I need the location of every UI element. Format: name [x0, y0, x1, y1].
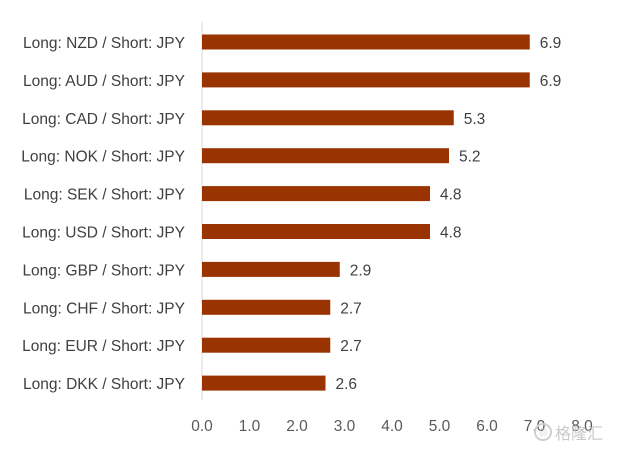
category-label: Long: SEK / Short: JPY	[24, 187, 185, 204]
watermark-logo-icon: ◎	[533, 423, 552, 441]
category-label: Long: CAD / Short: JPY	[22, 111, 185, 128]
data-label: 2.9	[350, 262, 372, 279]
category-label: Long: AUD / Short: JPY	[23, 73, 185, 90]
bar-1	[202, 72, 530, 88]
bar-0	[202, 34, 530, 50]
data-label: 6.9	[540, 73, 562, 90]
category-label: Long: GBP / Short: JPY	[22, 262, 185, 279]
data-label: 2.7	[340, 338, 362, 355]
data-label: 5.2	[459, 149, 481, 166]
x-tick-label: 3.0	[334, 418, 356, 435]
data-label: 4.8	[440, 225, 462, 242]
category-label: Long: NOK / Short: JPY	[21, 149, 185, 166]
bar-3	[202, 148, 449, 164]
data-label: 6.9	[540, 35, 562, 52]
x-tick-label: 8.0	[571, 418, 593, 435]
category-label: Long: DKK / Short: JPY	[23, 376, 185, 393]
x-tick-label: 4.0	[381, 418, 403, 435]
data-label: 2.6	[336, 376, 358, 393]
category-label: Long: EUR / Short: JPY	[22, 338, 185, 355]
bar-8	[202, 337, 331, 353]
watermark: ◎ 格隆汇	[533, 420, 603, 444]
bar-2	[202, 110, 454, 126]
x-tick-label: 2.0	[286, 418, 308, 435]
data-label: 4.8	[440, 187, 462, 204]
bar-9	[202, 375, 326, 391]
data-label: 5.3	[464, 111, 486, 128]
bar-6	[202, 261, 340, 277]
category-label: Long: CHF / Short: JPY	[23, 300, 185, 317]
category-label: Long: USD / Short: JPY	[22, 225, 185, 242]
bar-7	[202, 299, 331, 315]
watermark-text: 格隆汇	[554, 424, 603, 443]
x-tick-label: 6.0	[476, 418, 498, 435]
bar-5	[202, 224, 430, 239]
data-label: 2.7	[340, 300, 362, 317]
x-tick-label: 5.0	[429, 418, 451, 435]
category-label: Long: NZD / Short: JPY	[23, 35, 185, 52]
x-tick-label: 0.0	[191, 418, 213, 435]
x-tick-label: 1.0	[239, 418, 261, 435]
bar-4	[202, 186, 430, 202]
